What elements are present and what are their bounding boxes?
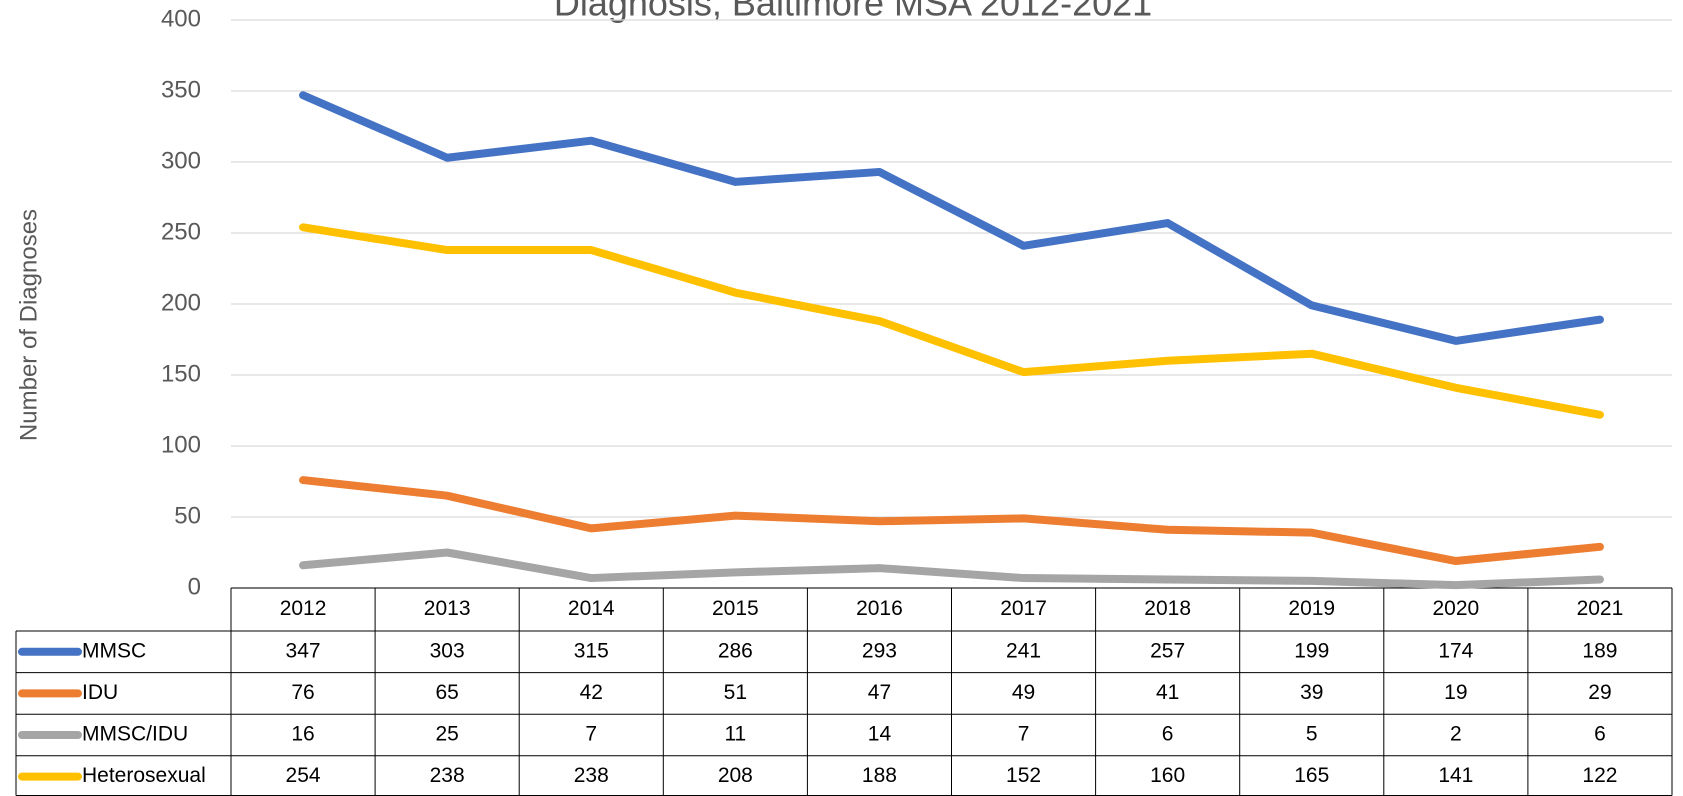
legend-label: MMSC/IDU	[82, 723, 188, 746]
table-value: 208	[718, 764, 753, 787]
x-tick-label: 2013	[424, 597, 471, 620]
y-tick-label: 300	[161, 147, 201, 174]
x-tick-label: 2017	[1000, 597, 1047, 620]
x-tick-label: 2015	[712, 597, 759, 620]
y-tick-label: 150	[161, 360, 201, 387]
table-value: 7	[585, 723, 597, 746]
y-tick-label: 200	[161, 289, 201, 316]
table-value: 65	[435, 681, 458, 704]
table-value: 241	[1006, 639, 1041, 662]
table-value: 315	[574, 639, 609, 662]
chart-title: Diagnosis, Baltimore MSA 2012-2021	[554, 0, 1152, 24]
table-value: 14	[868, 723, 892, 746]
series-line	[299, 548, 1604, 590]
x-tick-label: 2016	[856, 597, 903, 620]
table-value: 51	[724, 681, 747, 704]
table-value: 199	[1294, 639, 1329, 662]
table-value: 19	[1444, 681, 1467, 704]
table-value: 7	[1018, 723, 1030, 746]
table-value: 5	[1306, 723, 1318, 746]
series-line	[299, 476, 1604, 566]
table-value: 11	[724, 723, 746, 746]
table-value: 39	[1300, 681, 1323, 704]
x-tick-label: 2021	[1577, 597, 1624, 620]
x-tick-label: 2019	[1288, 597, 1335, 620]
table-value: 122	[1582, 764, 1617, 787]
table-value: 189	[1582, 639, 1617, 662]
table-value: 6	[1594, 723, 1606, 746]
table-value: 286	[718, 639, 753, 662]
table-value: 188	[862, 764, 897, 787]
table-value: 238	[430, 764, 465, 787]
table-value: 303	[430, 639, 465, 662]
table-value: 347	[286, 639, 321, 662]
table-value: 29	[1588, 681, 1611, 704]
y-axis-label: Number of Diagnoses	[15, 209, 42, 441]
table-value: 49	[1012, 681, 1035, 704]
series-line	[299, 223, 1604, 419]
table-value: 16	[291, 723, 314, 746]
x-tick-label: 2018	[1144, 597, 1191, 620]
x-tick-label: 2014	[568, 597, 615, 620]
table-value: 238	[574, 764, 609, 787]
table-value: 254	[286, 764, 321, 787]
series-line	[299, 91, 1604, 345]
y-tick-label: 100	[161, 431, 201, 458]
table-value: 42	[580, 681, 603, 704]
table-value: 165	[1294, 764, 1329, 787]
legend-label: Heterosexual	[82, 764, 206, 787]
y-tick-label: 350	[161, 76, 201, 103]
table-value: 293	[862, 639, 897, 662]
x-tick-label: 2012	[280, 597, 327, 620]
table-value: 47	[868, 681, 891, 704]
y-tick-label: 50	[174, 502, 201, 529]
table-value: 141	[1438, 764, 1473, 787]
y-tick-label: 250	[161, 218, 201, 245]
table-value: 152	[1006, 764, 1041, 787]
legend-label: MMSC	[82, 639, 146, 662]
y-tick-label: 400	[161, 5, 201, 32]
x-tick-label: 2020	[1432, 597, 1479, 620]
table-value: 41	[1156, 681, 1179, 704]
table-value: 174	[1438, 639, 1473, 662]
table-value: 6	[1162, 723, 1174, 746]
table-value: 257	[1150, 639, 1185, 662]
y-tick-label: 0	[188, 573, 201, 600]
table-value: 2	[1450, 723, 1462, 746]
table-value: 76	[291, 681, 314, 704]
table-value: 25	[435, 723, 458, 746]
legend-label: IDU	[82, 681, 118, 704]
table-value: 160	[1150, 764, 1185, 787]
